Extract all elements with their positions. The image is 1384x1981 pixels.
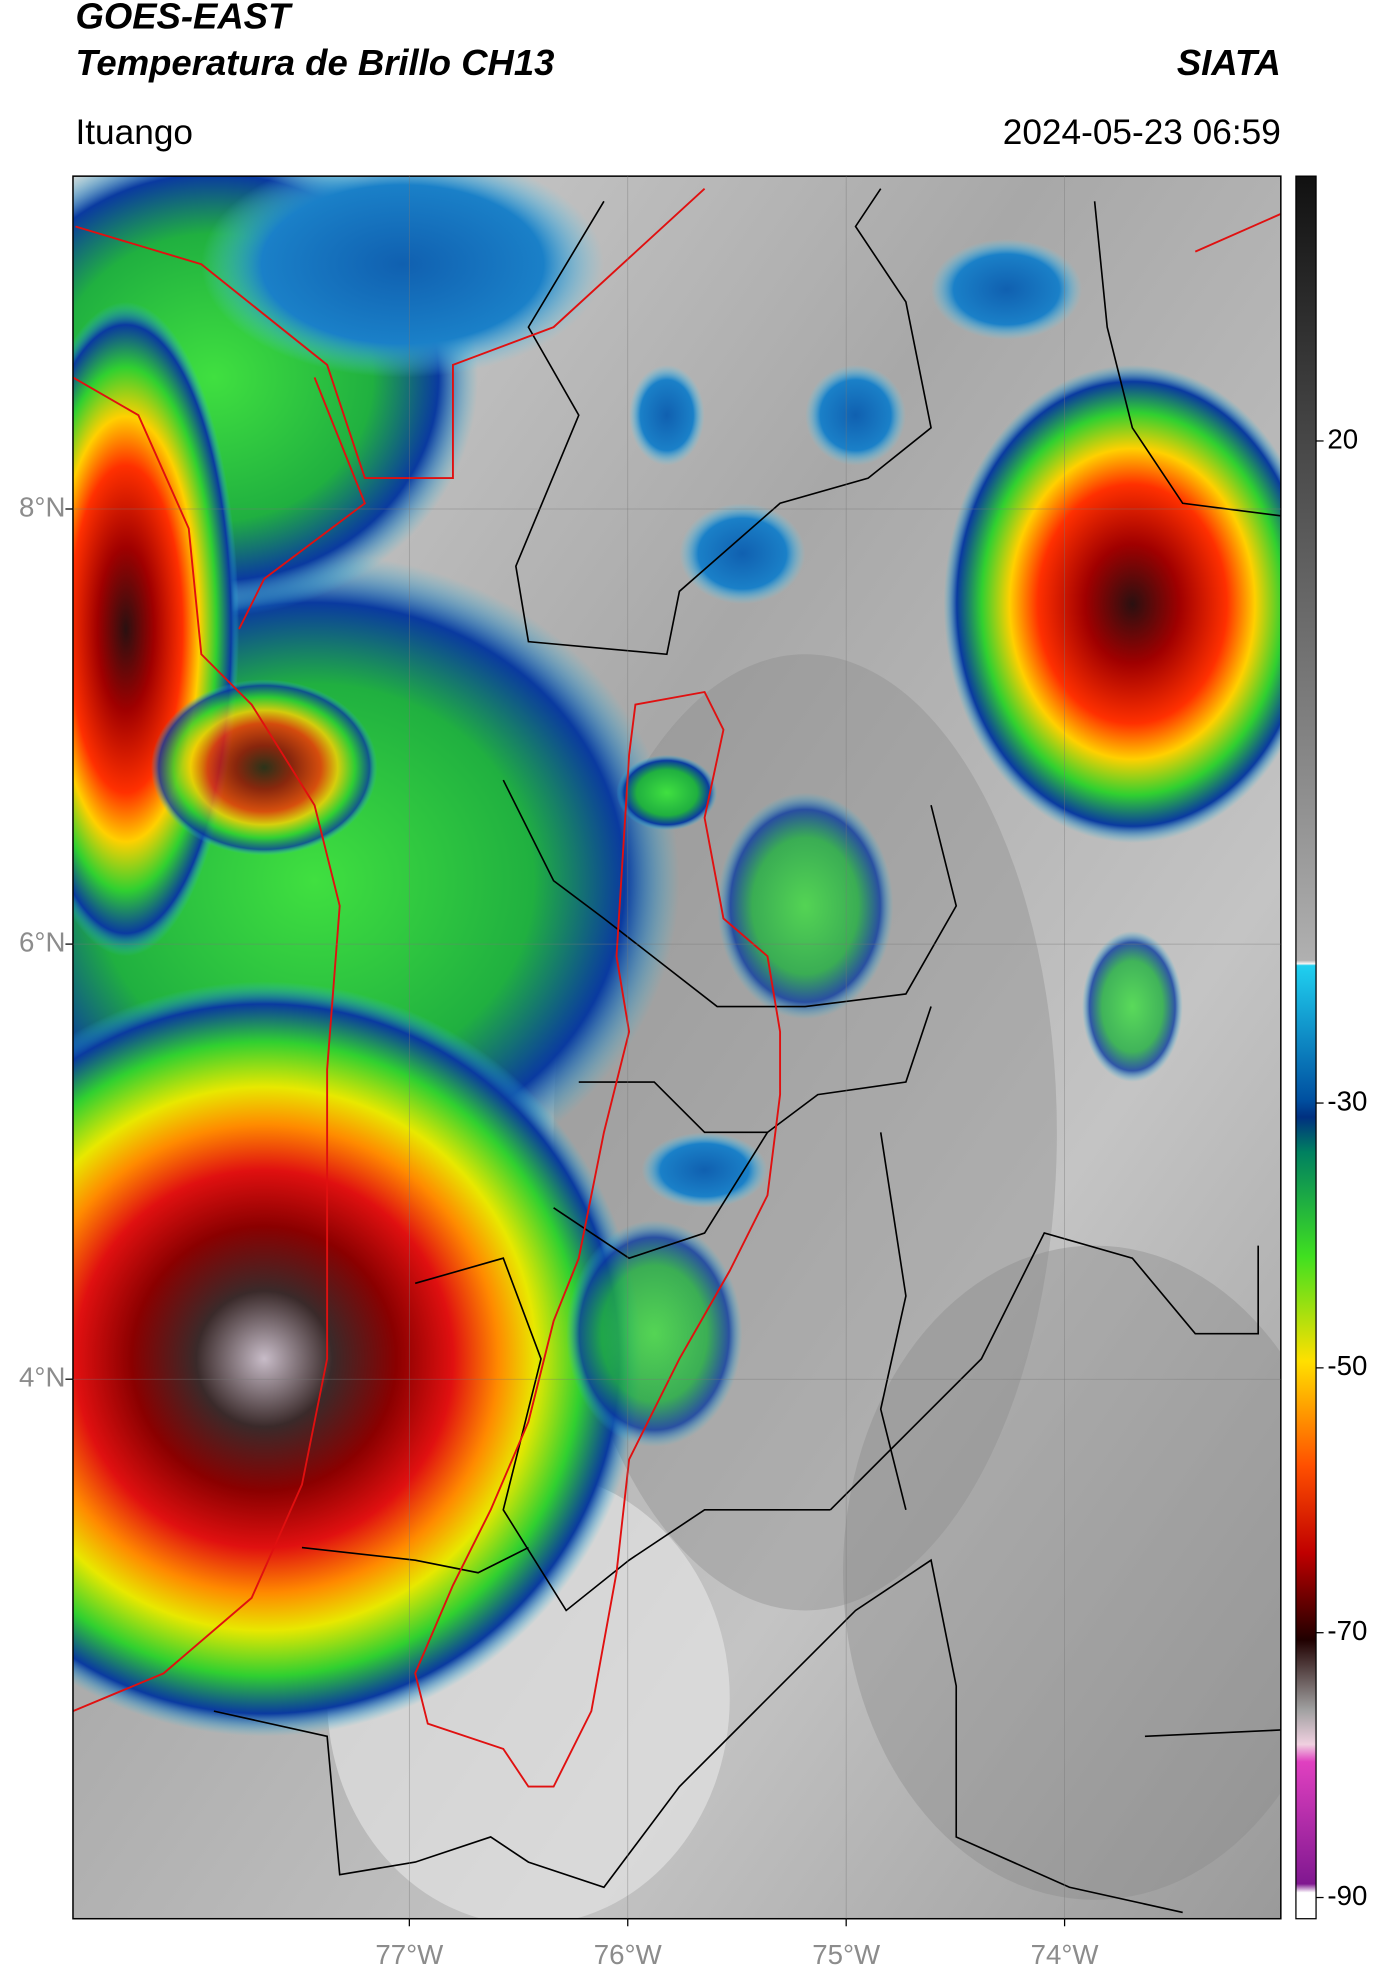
x-tick-label: 75°W: [812, 1939, 881, 1970]
organization: SIATA: [1177, 42, 1281, 83]
y-tick-label: 8°N: [19, 491, 65, 522]
location: Ituango: [75, 113, 193, 152]
y-tick-label: 4°N: [19, 1362, 65, 1393]
colorbar-tick-label: -30: [1327, 1085, 1367, 1116]
x-tick-label: 77°W: [375, 1939, 444, 1970]
map-frame: [72, 175, 1282, 1920]
colorbar-tick-label: -50: [1327, 1350, 1367, 1381]
title: GOES-EAST: [75, 0, 293, 37]
y-tick-label: 6°N: [19, 926, 65, 957]
colorbar: [1295, 175, 1317, 1920]
x-tick-label: 74°W: [1031, 1939, 1100, 1970]
colorbar-tick-label: -70: [1327, 1615, 1367, 1646]
colorbar-tick-label: 20: [1327, 423, 1358, 454]
x-tick-label: 76°W: [594, 1939, 663, 1970]
subtitle: Temperatura de Brillo CH13: [75, 42, 554, 83]
timestamp: 2024-05-23 06:59: [1003, 113, 1281, 152]
colorbar-tick-label: -90: [1327, 1880, 1367, 1911]
satellite-image: [72, 176, 1281, 1919]
